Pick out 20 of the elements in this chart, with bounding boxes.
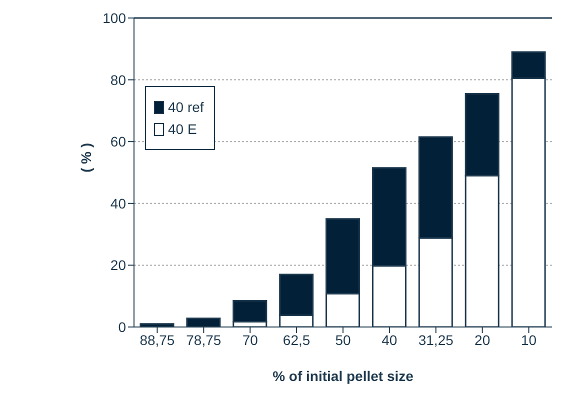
legend-label: 40 ref xyxy=(168,99,204,115)
x-tick-label: 31,25 xyxy=(418,332,454,348)
y-axis-title: ( % ) xyxy=(78,142,94,172)
bar xyxy=(232,300,268,322)
y-tick-label: 40 xyxy=(110,195,126,212)
legend-label: 40 E xyxy=(168,121,197,137)
x-tick-label: 10 xyxy=(520,332,537,348)
x-tick-label: 50 xyxy=(335,332,351,348)
x-tick-label: 62,5 xyxy=(282,332,310,348)
y-tick-label: 80 xyxy=(110,72,126,88)
y-tick-label: 0 xyxy=(118,318,126,335)
x-tick-label: 88,75 xyxy=(140,332,175,348)
y-tick-label: 100 xyxy=(102,10,126,26)
x-tick-label: 78,75 xyxy=(186,332,222,348)
y-tick-label: 20 xyxy=(110,257,126,274)
x-axis-title: % of initial pellet size xyxy=(272,368,414,384)
x-tick-label: 20 xyxy=(474,332,490,348)
y-tick-label: 60 xyxy=(110,134,126,150)
x-tick-label: 70 xyxy=(242,332,258,348)
x-tick-label: 40 xyxy=(382,332,398,348)
